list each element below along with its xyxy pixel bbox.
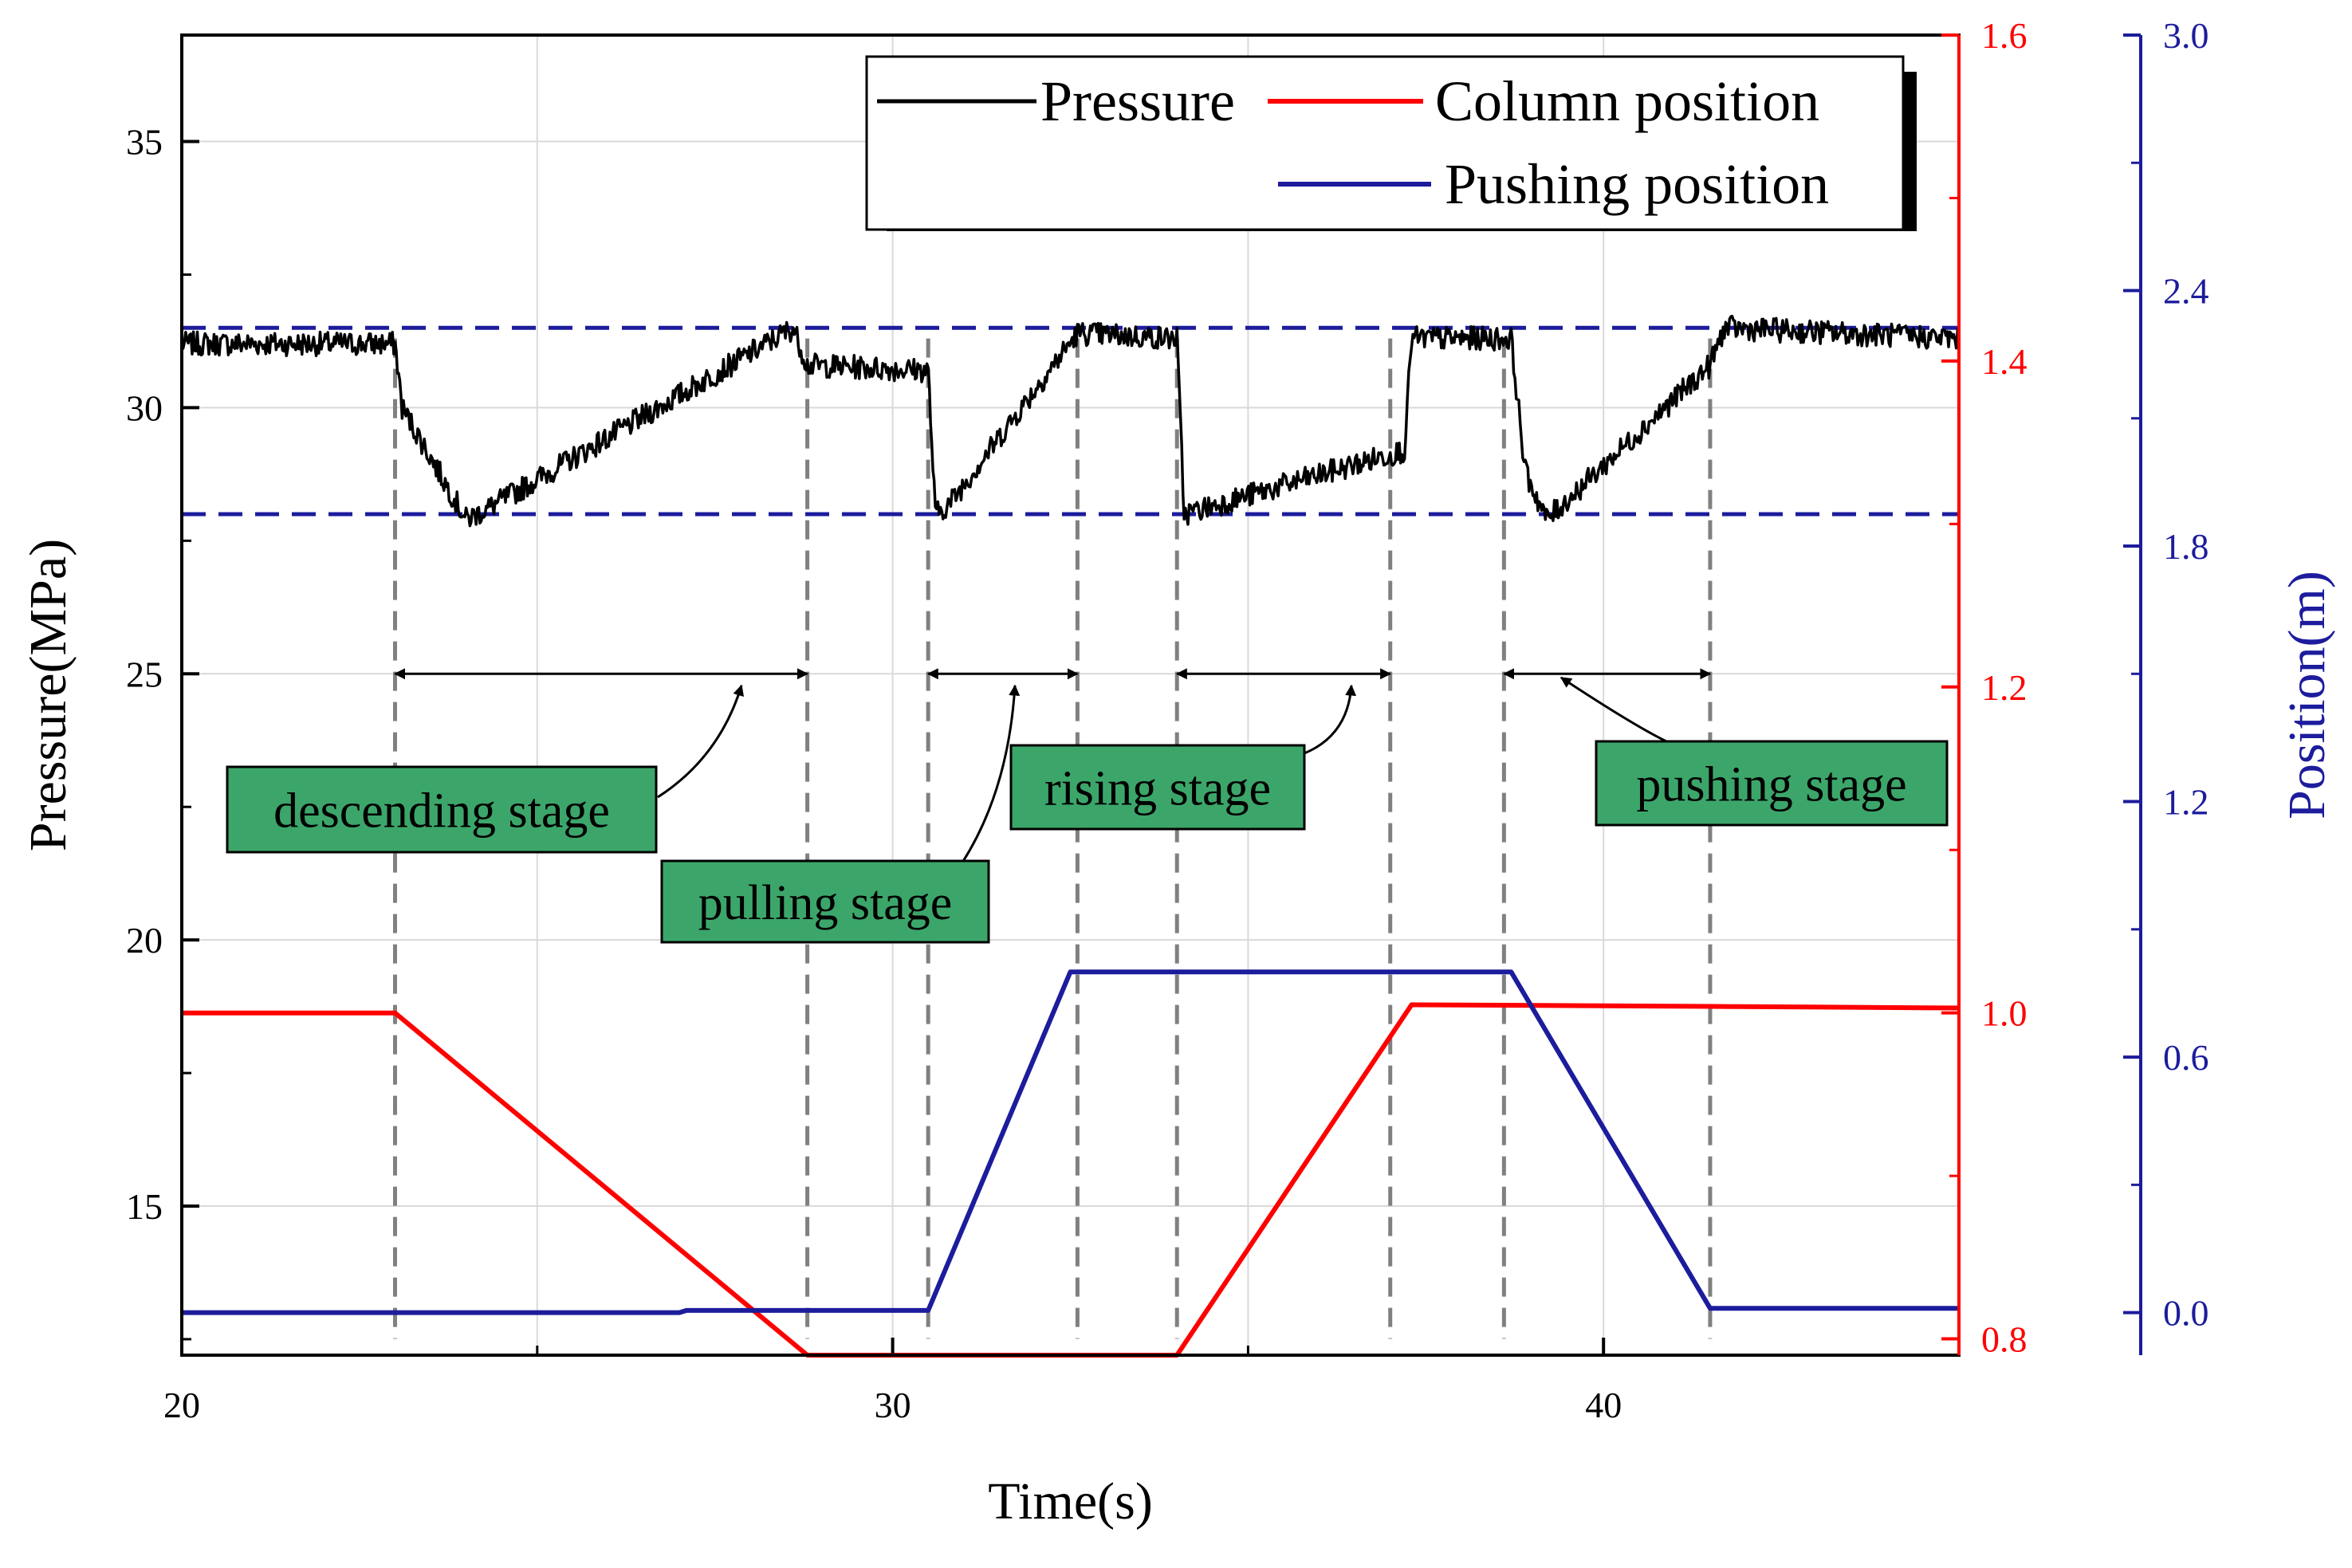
annotation-pointer-arrow xyxy=(1304,684,1357,755)
annotation-box xyxy=(226,765,658,854)
annotation-box xyxy=(1595,740,1949,827)
plot-frame xyxy=(180,33,1961,1357)
y-left-tick-label: 30 xyxy=(126,387,163,428)
grid xyxy=(182,35,1960,1355)
legend-label-pressure: Pressure xyxy=(1040,69,1235,133)
y-left-tick-label: 35 xyxy=(126,122,163,163)
y-left-tick-label: 15 xyxy=(126,1186,163,1227)
series-column-position xyxy=(182,1002,1960,1358)
x-axis-title: Time(s) xyxy=(988,1472,1153,1531)
y-right-blue-tick-label: 2.4 xyxy=(2163,271,2209,312)
legend-box xyxy=(865,55,1905,231)
annotation-box xyxy=(1009,744,1306,831)
y-right-red-tick-label: 1.2 xyxy=(1981,667,2028,708)
annotation-pointer-arrow xyxy=(657,684,745,799)
x-tick-label: 20 xyxy=(163,1385,200,1425)
legend: Pressure Column position Pushing position xyxy=(865,55,1917,231)
legend-label-column-position: Column position xyxy=(1435,69,1819,133)
annotation-box xyxy=(660,859,990,944)
y-right-blue-tick-label: 3.0 xyxy=(2163,15,2209,56)
y-right-blue-axis-title: Position(m) xyxy=(2278,571,2336,819)
annotations: descending stage pulling stage rising stag… xyxy=(226,668,1949,944)
y-left-tick-label: 25 xyxy=(126,654,163,694)
y-right-red-tick-label: 1.6 xyxy=(1981,15,2028,56)
annotation-label-descending-stage: descending stage xyxy=(273,784,610,839)
y-right-blue-tick-label: 0.6 xyxy=(2163,1037,2209,1078)
y-right-red-tick-label: 0.8 xyxy=(1981,1319,2028,1360)
y-right-blue-tick-label: 0.0 xyxy=(2163,1293,2209,1334)
annotation-pointer-arrow xyxy=(961,684,1021,863)
y-right-blue-tick-label: 1.8 xyxy=(2163,526,2209,567)
y-left-tick-label: 20 xyxy=(126,920,163,961)
annotation-label-pulling-stage: pulling stage xyxy=(698,876,953,930)
x-tick-label: 40 xyxy=(1585,1385,1622,1425)
annotation-label-pushing-stage: pushing stage xyxy=(1636,758,1906,812)
annotation-label-rising-stage: rising stage xyxy=(1044,762,1271,816)
y-right-red-tick-label: 1.0 xyxy=(1981,993,2028,1034)
y-right-red-tick-label: 1.4 xyxy=(1981,341,2028,382)
x-tick-label: 30 xyxy=(875,1385,911,1425)
series-pressure xyxy=(180,314,1961,528)
y-left-axis-title: Pressure(MPa) xyxy=(19,539,77,851)
axes: 20 30 40 Time(s) 15 20 25 30 35 Pressure(MPa) 0.8 1… xyxy=(19,15,2336,1531)
legend-label-pushing-position: Pushing position xyxy=(1445,152,1829,216)
series-pushing-position xyxy=(182,969,1959,1315)
annotation-pointer-arrow xyxy=(1559,676,1667,743)
y-right-blue-tick-label: 1.2 xyxy=(2163,782,2209,823)
